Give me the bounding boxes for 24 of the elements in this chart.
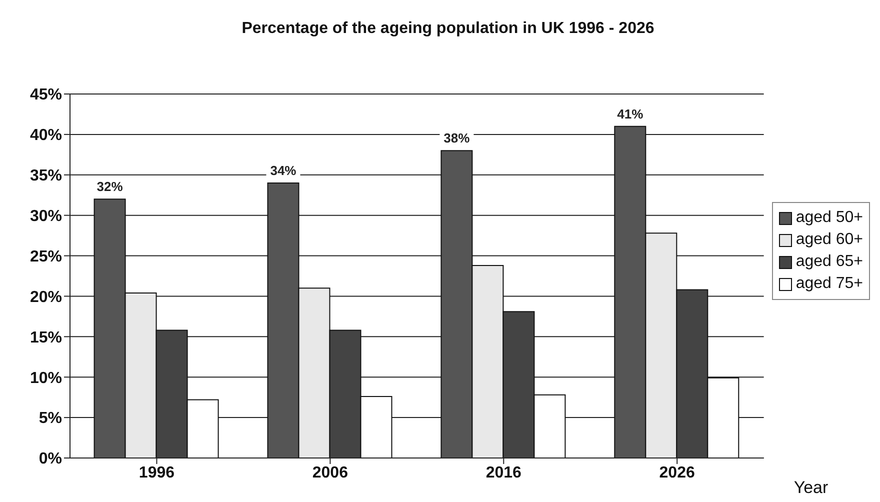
y-tick-label: 35% xyxy=(30,168,62,185)
data-label: 38% xyxy=(444,130,470,146)
legend-label: aged 65+ xyxy=(796,252,863,272)
x-tick-label: 2006 xyxy=(312,464,348,482)
x-tick-label: 1996 xyxy=(138,464,175,482)
y-tick-label: 15% xyxy=(30,329,62,346)
legend-label: aged 50+ xyxy=(796,208,863,228)
data-label: 41% xyxy=(617,106,644,122)
y-tick-label: 40% xyxy=(30,127,62,144)
legend-label: aged 60+ xyxy=(796,230,863,250)
y-tick-label: 5% xyxy=(38,410,62,428)
legend-label: aged 75+ xyxy=(796,274,863,294)
y-tick-label: 25% xyxy=(30,248,62,266)
y-tick-label: 0% xyxy=(38,450,62,468)
data-label: 32% xyxy=(96,179,124,194)
y-tick-label: 10% xyxy=(30,370,62,387)
y-tick-label: 30% xyxy=(30,208,62,226)
y-tick-label: 45% xyxy=(30,86,62,104)
x-tick-label: 2026 xyxy=(659,464,695,482)
data-label: 34% xyxy=(270,162,297,178)
y-tick-label: 20% xyxy=(30,288,62,306)
x-axis-title: Year xyxy=(794,478,828,498)
x-tick-label: 2016 xyxy=(486,464,522,482)
chart-title: Percentage of the ageing population in UK 1996 - 2026 xyxy=(240,20,656,38)
